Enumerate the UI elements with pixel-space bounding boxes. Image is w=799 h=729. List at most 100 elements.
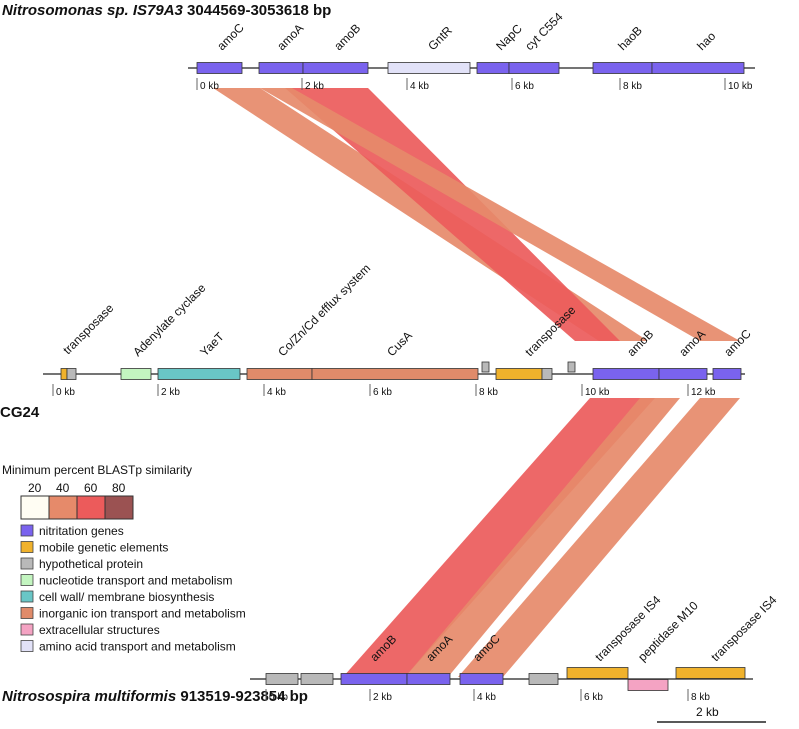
gene-label: GntR [425,23,455,53]
scale-label: 60 [84,481,98,495]
gene-arrow-hypothetical [528,673,559,685]
legend-label: mobile genetic elements [39,541,168,555]
legend-swatch [20,541,34,553]
gene-arrow-gntr [387,62,471,74]
gene-arrow-haob [592,62,653,74]
track-top: Nitrosomonas sp. IS79A3 3044569-3053618 … [2,2,755,92]
gene-arrow-amob [592,368,660,380]
gene-arrow-amoa [258,62,304,74]
scale-label: 40 [56,481,70,495]
track-title-range: 3044569-3053618 bp [183,2,331,19]
scale-bar-label: 2 kb [696,705,719,719]
tick-label: 10 kb [728,81,753,92]
gene-arrow-amoc [459,673,504,685]
legend-swatch [20,607,34,619]
gene-arrow-amoa [406,673,451,685]
tick-label: 0 kb [269,692,288,703]
gene-arrow-peptidase-m10 [627,679,669,691]
legend-swatch [20,590,34,603]
track-title: Nitrosospira multiformis 913519-923854 b… [2,688,308,705]
legend-title: Minimum percent BLASTp similarity [2,463,192,477]
gene-arrow-amoc [712,368,742,380]
synteny-links [213,88,740,677]
legend: Minimum percent BLASTp similarity 20 40 60 8… [2,463,246,654]
tick-label: 4 kb [410,81,429,92]
legend-label: extracellular structures [39,623,160,637]
track-title: CG24 [0,404,40,421]
tick-label: 4 kb [477,692,496,703]
legend-label: inorganic ion transport and metabolism [39,607,246,621]
gene-label: NapC [493,21,525,53]
gene-label: YaeT [197,329,227,359]
gene-label: CusA [384,328,415,359]
gene-arrow-hypothetical [265,673,299,685]
gene-label: amoB [331,21,363,53]
tick-label: 10 kb [585,387,610,398]
track-title-organism: Nitrosomonas sp. IS79A3 [2,2,184,19]
gene-arrow-transposase-is4 [675,667,746,679]
tick-label: 12 kb [691,387,716,398]
legend-swatch [20,574,34,586]
tick-label: 6 kb [584,692,603,703]
gene-arrow-hao [651,62,745,74]
gene-label: transposase IS4 [708,593,779,664]
scale-swatch [104,495,134,520]
gene-arrow-cyt-c554 [508,62,560,74]
gene-label: amoA [274,21,306,53]
gene-arrow-transposase [60,368,68,380]
gene-arrow-napc [476,62,510,74]
tick-label: 0 kb [200,81,219,92]
gene-arrow-co-zn-cd-efflux-system [246,368,313,380]
gene-label: transposase [60,301,116,357]
tick-label: 2 kb [373,692,392,703]
similarity-link [458,398,740,677]
similarity-link [285,88,620,341]
tick-label: 8 kb [479,387,498,398]
gene-arrow-hypothetical [300,673,334,685]
gene-label: hao [694,29,718,53]
tick-label: 4 kb [267,387,286,398]
tick-label: 2 kb [161,387,180,398]
tick-label: 8 kb [623,81,642,92]
gene-label: amoC [214,20,247,53]
scale-bar: 2 kb [657,705,766,723]
similarity-link [405,398,680,677]
scale-swatch [76,495,106,520]
gene-label: haoB [615,23,645,53]
legend-label: amino acid transport and metabolism [39,640,236,654]
gene-arrow-cusa [311,368,479,380]
similarity-link [260,88,740,341]
track-title: Nitrosomonas sp. IS79A3 3044569-3053618 … [2,2,331,19]
similarity-link [343,398,655,677]
scale-swatch [48,495,78,520]
gene-arrow-yaet [157,368,241,380]
gene-label: Adenylate cyclase [130,281,209,360]
gene-arrow-hypothetical [567,361,576,373]
gene-arrow-hypothetical [541,368,553,380]
legend-swatch [20,557,34,570]
scale-label: 80 [112,481,126,495]
track-title-range: 913519-923854 bp [176,688,308,705]
tick-label: 2 kb [305,81,324,92]
tick-label: 0 kb [56,387,75,398]
legend-swatch [20,524,34,537]
gene-arrow-amob [302,62,369,74]
scale-label: 20 [28,481,42,495]
legend-label: nucleotide transport and metabolism [39,574,232,588]
tick-label: 6 kb [373,387,392,398]
gene-arrow-amob [340,673,408,685]
tick-label: 8 kb [691,692,710,703]
gene-arrow-transposase-is4 [566,667,629,679]
gene-label: amoC [721,326,754,359]
gene-arrow-amoa [658,368,708,380]
tick-label: 6 kb [515,81,534,92]
gene-label: cyt C554 [522,10,566,54]
gene-arrow-adenylate-cyclase [120,368,152,380]
gene-arrow-hypothetical [66,368,77,380]
legend-swatch [20,623,34,636]
legend-label: cell wall/ membrane biosynthesis [39,590,214,604]
scale-swatch [20,495,50,520]
track-title-organism: Nitrosospira multiformis [2,688,176,705]
gene-arrow-amoc [196,62,243,74]
